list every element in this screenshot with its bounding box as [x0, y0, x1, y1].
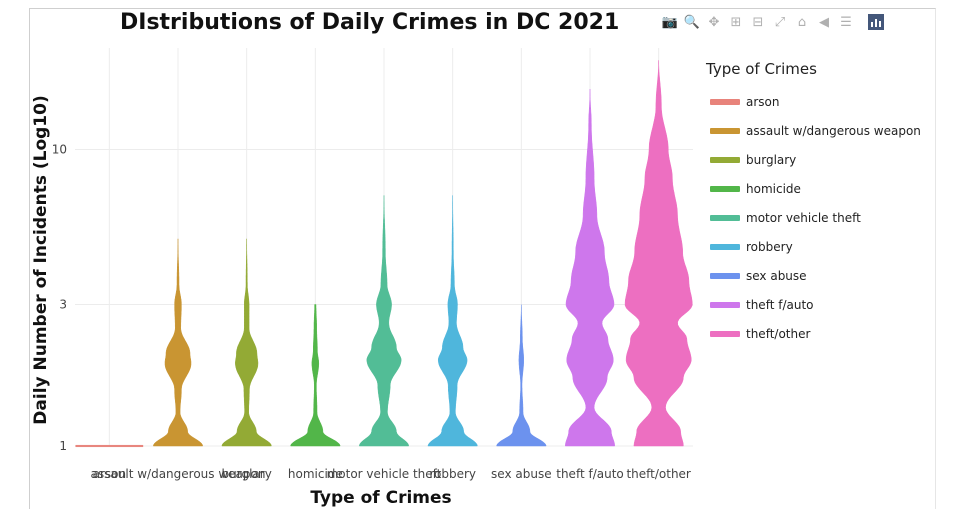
y-axis-label: Daily Number of Incidents (Log10) [31, 95, 51, 424]
legend-item[interactable]: motor vehicle theft [706, 203, 921, 232]
violin-robbery[interactable] [427, 195, 478, 447]
y-tick-label: 3 [59, 298, 67, 312]
legend-item[interactable]: homicide [706, 174, 921, 203]
violins [75, 60, 693, 448]
legend-swatch [710, 185, 740, 192]
legend-item[interactable]: arson [706, 87, 921, 116]
legend-label: burglary [746, 152, 797, 167]
violin-burglary[interactable] [221, 238, 272, 447]
legend-label: assault w/dangerous weapon [746, 123, 921, 138]
plotly-logo-icon[interactable] [868, 14, 884, 30]
zoom-icon[interactable]: 🔍 [683, 14, 701, 30]
x-tick-label: theft f/auto [556, 467, 624, 481]
pan-icon[interactable]: ✥ [708, 14, 720, 30]
autoscale-icon[interactable]: ⤢ [774, 14, 786, 30]
x-tick-label: assault w/dangerous weapon [91, 467, 266, 481]
zoom-out-icon[interactable]: ⊟ [752, 14, 764, 30]
x-tick-label: homicide [288, 467, 343, 481]
violin-theft-other[interactable] [624, 60, 693, 447]
legend-label: theft f/auto [746, 297, 814, 312]
legend-item[interactable]: robbery [706, 232, 921, 261]
x-tick-label: motor vehicle theft [327, 467, 442, 481]
x-tick-label: burglary [222, 467, 272, 481]
x-axis-label: Type of Crimes [310, 488, 451, 508]
legend: Type of Crimes arson assault w/dangerous … [706, 60, 921, 348]
camera-icon[interactable]: 📷 [661, 14, 679, 30]
legend-item[interactable]: burglary [706, 145, 921, 174]
modebar: 📷 🔍 ✥ ⊞ ⊟ ⤢ ⌂ ◀ ☰ [662, 12, 884, 32]
legend-title: Type of Crimes [706, 60, 817, 78]
legend-label: arson [746, 94, 780, 109]
hover-closest-icon[interactable]: ◀ [819, 14, 829, 30]
legend-swatch [710, 330, 740, 337]
legend-item[interactable]: theft/other [706, 319, 921, 348]
plot-frame [29, 8, 936, 509]
bars-icon [871, 19, 881, 27]
chart-title: DIstributions of Daily Crimes in DC 2021 [120, 10, 620, 35]
legend-label: robbery [746, 239, 793, 254]
x-tick-label: sex abuse [491, 467, 552, 481]
y-tick-label: 1 [59, 439, 67, 453]
violin-homicide[interactable] [290, 304, 341, 447]
legend-label: theft/other [746, 326, 811, 341]
home-icon[interactable]: ⌂ [797, 14, 807, 30]
violin-motor-vehicle-theft[interactable] [358, 195, 410, 447]
violin-sex-abuse[interactable] [496, 304, 547, 447]
legend-swatch [710, 127, 740, 134]
legend-label: sex abuse [746, 268, 807, 283]
legend-swatch [710, 214, 740, 221]
legend-label: homicide [746, 181, 801, 196]
legend-item[interactable]: theft f/auto [706, 290, 921, 319]
legend-swatch [710, 272, 740, 279]
legend-swatch [710, 243, 740, 250]
y-tick-label: 10 [52, 143, 67, 157]
legend-swatch [710, 301, 740, 308]
violin-assault-w-dangerous-weapon[interactable] [152, 238, 204, 447]
violin-arson[interactable] [75, 444, 144, 448]
legend-swatch [710, 98, 740, 105]
zoom-in-icon[interactable]: ⊞ [730, 14, 742, 30]
x-tick-label: robbery [429, 467, 476, 481]
x-tick-label: theft/other [626, 467, 690, 481]
legend-label: motor vehicle theft [746, 210, 861, 225]
y-axis-ticks: 1 3 10 [52, 143, 67, 453]
hover-compare-icon[interactable]: ☰ [840, 14, 852, 30]
legend-item[interactable]: assault w/dangerous weapon [706, 116, 921, 145]
violin-theft-f-auto[interactable] [565, 89, 615, 447]
legend-item[interactable]: sex abuse [706, 261, 921, 290]
x-tick-label: arson [93, 467, 127, 481]
legend-swatch [710, 156, 740, 163]
